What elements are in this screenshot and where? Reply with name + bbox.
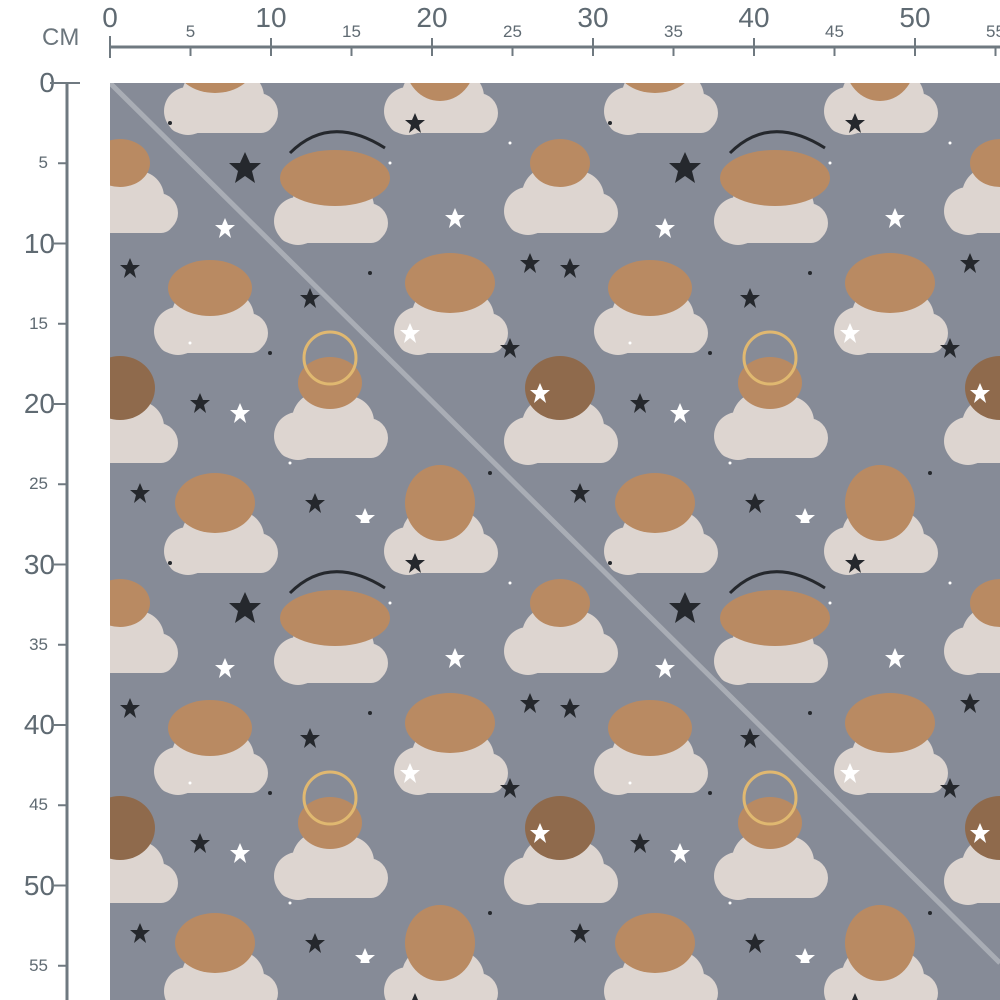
left-ruler-label: 50 <box>23 869 55 901</box>
top-ruler-label: 45 <box>825 22 844 41</box>
left-ruler-label: 40 <box>23 709 55 740</box>
top-ruler-label: 35 <box>664 22 683 41</box>
top-ruler-label: 10 <box>255 2 287 33</box>
top-ruler-label: 20 <box>416 2 448 33</box>
fabric-pattern <box>110 83 1000 1000</box>
left-ruler-label: 5 <box>38 153 48 173</box>
left-ruler-label: 45 <box>29 795 48 815</box>
fabric-swatch <box>110 83 1000 1000</box>
top-ruler-label: 30 <box>577 2 609 33</box>
left-ruler-label: 55 <box>29 955 48 975</box>
left-ruler-label: 10 <box>23 227 55 259</box>
ruler-unit-label: CM <box>42 24 80 51</box>
top-ruler-label: 40 <box>738 2 770 33</box>
top-ruler-label: 50 <box>899 2 931 33</box>
left-ruler-label: 25 <box>29 474 48 494</box>
fold-line <box>110 83 1000 965</box>
top-ruler-label: 55 <box>986 22 1000 41</box>
left-ruler-label: 30 <box>23 548 55 580</box>
left-ruler-label: 0 <box>39 67 55 98</box>
left-ruler-label: 35 <box>29 634 48 654</box>
left-ruler-label: 15 <box>29 313 48 333</box>
top-ruler-label: 5 <box>185 22 196 41</box>
top-ruler-label: 15 <box>342 22 361 41</box>
top-ruler-label: 25 <box>503 22 522 41</box>
top-ruler-label: 0 <box>102 2 118 33</box>
left-ruler-label: 20 <box>23 388 55 419</box>
